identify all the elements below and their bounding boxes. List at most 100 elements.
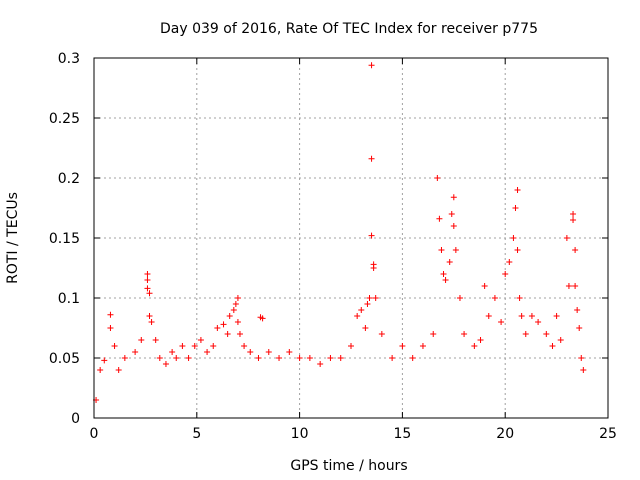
data-point	[132, 349, 139, 355]
data-point	[107, 325, 114, 331]
data-point	[162, 361, 169, 367]
data-point	[389, 355, 396, 361]
x-tick-label: 25	[599, 426, 617, 442]
data-point	[481, 283, 488, 289]
data-point	[419, 343, 426, 349]
data-point	[368, 155, 375, 162]
data-point	[337, 355, 344, 361]
data-point	[138, 337, 145, 343]
chart-title: Day 039 of 2016, Rate Of TEC Index for r…	[160, 21, 538, 37]
data-point	[518, 313, 525, 319]
data-point	[514, 187, 521, 193]
data-point	[578, 355, 585, 361]
data-point	[506, 259, 513, 265]
data-point	[214, 325, 221, 331]
data-point	[226, 313, 233, 319]
data-point	[348, 343, 354, 349]
data-point	[97, 367, 104, 373]
data-point	[450, 223, 457, 229]
x-tick-label: 20	[496, 426, 514, 442]
data-point	[438, 247, 445, 253]
data-point	[430, 331, 437, 337]
data-point	[210, 343, 217, 349]
data-point	[148, 319, 155, 325]
data-point	[563, 235, 570, 241]
data-point	[576, 325, 583, 331]
data-point	[510, 235, 517, 241]
data-point	[358, 307, 365, 313]
data-point	[522, 331, 529, 337]
x-tick-label: 5	[192, 426, 201, 442]
x-tick-label: 15	[393, 426, 411, 442]
data-point	[362, 325, 369, 331]
data-point	[317, 361, 324, 367]
data-point	[169, 349, 176, 355]
data-point	[121, 355, 128, 361]
data-point	[364, 301, 371, 307]
y-tick-label: 0	[71, 411, 80, 427]
data-point	[306, 355, 313, 361]
data-point	[232, 301, 239, 307]
data-point	[146, 313, 153, 319]
data-point	[370, 265, 377, 271]
data-point	[580, 367, 587, 373]
data-point	[234, 319, 241, 325]
data-point	[115, 367, 122, 373]
data-point	[146, 290, 153, 297]
data-point	[220, 321, 227, 328]
y-tick-label: 0.25	[49, 111, 80, 127]
data-point	[368, 62, 375, 69]
data-point	[570, 211, 577, 217]
data-point	[247, 349, 254, 355]
data-point	[440, 271, 447, 277]
data-point	[436, 215, 443, 222]
data-point	[173, 355, 180, 361]
data-point	[156, 355, 163, 361]
x-tick-label: 0	[90, 426, 99, 442]
data-point	[152, 337, 159, 343]
data-point	[101, 357, 108, 364]
data-point	[485, 313, 492, 319]
data-point	[197, 337, 204, 343]
data-point	[107, 311, 114, 318]
data-point	[179, 343, 186, 349]
data-point	[399, 343, 406, 349]
data-point	[570, 217, 577, 223]
data-point	[572, 247, 579, 253]
data-point	[456, 295, 463, 301]
data-point	[471, 343, 478, 349]
data-point	[144, 285, 151, 292]
data-point	[378, 331, 385, 337]
data-point	[434, 175, 441, 181]
data-point	[498, 319, 505, 325]
points-layer	[93, 62, 587, 403]
data-point	[191, 343, 198, 349]
data-point	[557, 337, 564, 343]
data-point	[574, 307, 581, 313]
data-point	[368, 232, 375, 239]
data-point	[450, 194, 457, 201]
data-point	[512, 205, 519, 211]
y-tick-label: 0.05	[49, 351, 80, 367]
data-point	[144, 277, 151, 283]
data-point	[461, 331, 468, 337]
grid-layer	[94, 58, 608, 418]
data-point	[230, 307, 237, 313]
y-tick-label: 0.1	[58, 291, 80, 307]
data-point	[276, 355, 283, 361]
data-point	[549, 343, 556, 349]
data-point	[446, 259, 453, 265]
data-point	[452, 247, 459, 253]
data-point	[224, 331, 231, 337]
data-point	[111, 343, 118, 349]
data-point	[535, 319, 542, 325]
x-axis-label: GPS time / hours	[290, 458, 407, 474]
data-point	[448, 211, 455, 217]
data-point	[236, 331, 243, 337]
data-point	[516, 295, 523, 301]
data-point	[366, 295, 373, 301]
data-point	[372, 295, 379, 301]
data-point	[241, 343, 248, 349]
